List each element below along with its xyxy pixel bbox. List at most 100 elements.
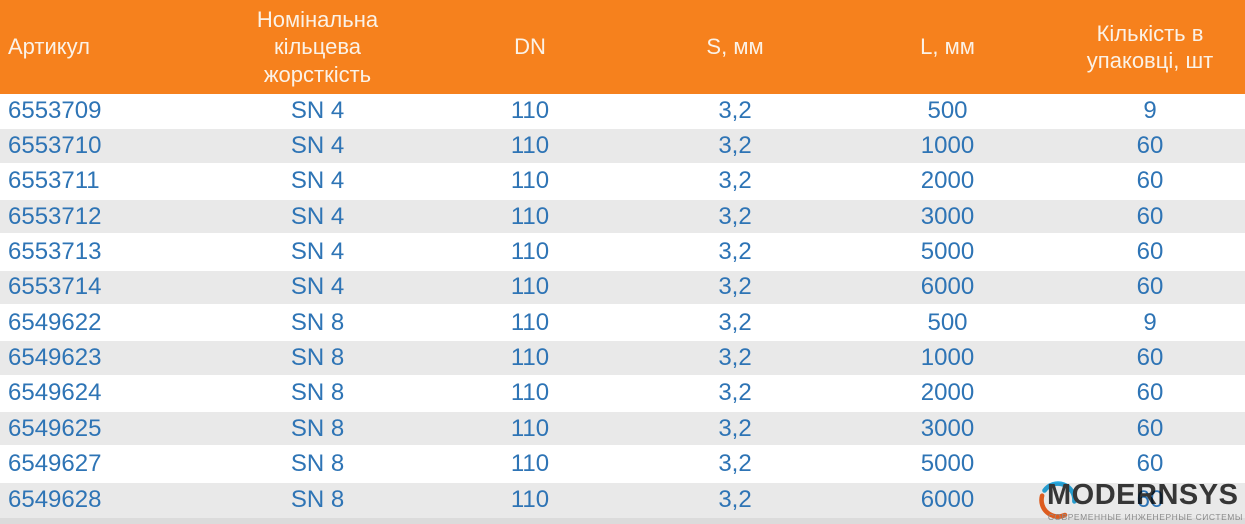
table-cell: 110	[510, 202, 550, 230]
table-cell: SN 4	[290, 167, 345, 195]
table-cell: 110	[510, 131, 550, 159]
table-cell: 3,2	[718, 449, 752, 477]
column-header-s-mm: S, мм	[630, 0, 840, 94]
column-header-label: L, мм	[920, 34, 975, 60]
table-row: 6553710 SN 4 110 3,2 1000 60	[0, 129, 1245, 165]
table-cell: 60	[1136, 273, 1164, 301]
table-row: 6549625 SN 8 110 3,2 3000 60	[0, 411, 1245, 448]
table-cell: 60	[1136, 449, 1164, 477]
table-cell: SN 4	[290, 202, 345, 230]
table-cell: 110	[510, 167, 550, 195]
table-cell: 60	[1136, 237, 1164, 265]
table-cell: 5000	[920, 449, 975, 477]
table-cell: 6549624	[8, 379, 102, 407]
table-cell: 6553711	[8, 167, 100, 195]
column-header-label: DN	[514, 34, 546, 60]
column-header-l-mm: L, мм	[840, 0, 1055, 94]
table-cell: 1000	[920, 131, 975, 159]
table-cell: 6000	[920, 273, 975, 301]
table-cell: 6549628	[8, 486, 102, 514]
table-cell: 500	[927, 96, 968, 124]
table-row: 6549622 SN 8 110 3,2 500 9	[0, 305, 1245, 342]
table-cell: 110	[510, 96, 550, 124]
table-cell: SN 8	[290, 379, 345, 407]
table-cell: 500	[927, 308, 968, 336]
table-cell: 3,2	[718, 343, 752, 371]
table-cell: 6553712	[8, 202, 102, 230]
table-cell: SN 8	[290, 343, 345, 371]
table-cell: SN 8	[290, 486, 345, 514]
table-row: 6549624 SN 8 110 3,2 2000 60	[0, 376, 1245, 412]
table-cell: 60	[1136, 343, 1164, 371]
column-header-label: Номінальна кільцева жорсткість	[256, 6, 379, 87]
table-cell: SN 4	[290, 237, 345, 265]
table-cell: 110	[510, 486, 550, 514]
table-cell: SN 8	[290, 414, 345, 442]
table-header-row: Артикул Номінальна кільцева жорсткість D…	[0, 0, 1245, 94]
table-cell: 110	[510, 414, 550, 442]
table-cell: 6553714	[8, 273, 102, 301]
table-cell: 6553709	[8, 96, 102, 124]
table-cell: 6549625	[8, 414, 102, 442]
table-cell: 3,2	[718, 96, 752, 124]
column-header-dn: DN	[430, 0, 630, 94]
table-cell: 6549622	[8, 308, 102, 336]
table-cell: 6553713	[8, 237, 102, 265]
table-row: 6549628 SN 8 110 3,2 6000 60	[0, 482, 1245, 518]
table-cell: 3,2	[718, 379, 752, 407]
table-cell: 60	[1136, 131, 1164, 159]
table-cell: 110	[510, 379, 550, 407]
column-header-qty-per-pack: Кількість в упаковці, шт	[1055, 0, 1245, 94]
table-cell: 60	[1136, 414, 1164, 442]
table-cell: 9	[1143, 308, 1157, 336]
table-row: 6553711 SN 4 110 3,2 2000 60	[0, 164, 1245, 200]
table-cell: 3000	[920, 414, 975, 442]
table-row: 6549627 SN 8 110 3,2 5000 60	[0, 447, 1245, 483]
table-cell: 1000	[920, 343, 975, 371]
table-cell: SN 8	[290, 449, 345, 477]
table-cell: 3,2	[718, 414, 752, 442]
table-cell: SN 4	[290, 273, 345, 301]
table-cell: SN 8	[290, 308, 345, 336]
bottom-strip	[0, 518, 1245, 524]
column-header-ring-stiffness: Номінальна кільцева жорсткість	[205, 0, 430, 94]
column-header-label: S, мм	[706, 34, 764, 60]
table-cell: 6000	[920, 486, 975, 514]
table-cell: 9	[1143, 96, 1157, 124]
table-cell: 110	[510, 237, 550, 265]
table-cell: 3,2	[718, 273, 752, 301]
table-cell: 60	[1136, 486, 1164, 514]
table-cell: 110	[510, 343, 550, 371]
table-cell: SN 4	[290, 131, 345, 159]
table-cell: 6549623	[8, 343, 102, 371]
table-row: 6553714 SN 4 110 3,2 6000 60	[0, 270, 1245, 306]
table-cell: 6553710	[8, 131, 102, 159]
table-cell: 3,2	[718, 202, 752, 230]
table-cell: 3000	[920, 202, 975, 230]
table-cell: 3,2	[718, 486, 752, 514]
table-cell: 60	[1136, 202, 1164, 230]
table-cell: 60	[1136, 379, 1164, 407]
table-cell: 110	[510, 308, 550, 336]
column-header-label: Кількість в упаковці, шт	[1086, 20, 1214, 74]
table-cell: 2000	[920, 379, 975, 407]
column-header-artikul: Артикул	[0, 0, 205, 94]
table-row: 6553713 SN 4 110 3,2 5000 60	[0, 235, 1245, 271]
table-cell: 2000	[920, 167, 975, 195]
table-cell: 110	[510, 273, 550, 301]
table-cell: 5000	[920, 237, 975, 265]
table-cell: 3,2	[718, 237, 752, 265]
table-row: 6553709 SN 4 110 3,2 500 9	[0, 94, 1245, 130]
column-header-label: Артикул	[8, 34, 91, 60]
table-cell: 60	[1136, 167, 1164, 195]
table-row: 6553712 SN 4 110 3,2 3000 60	[0, 199, 1245, 236]
table-cell: 3,2	[718, 308, 752, 336]
table-cell: 110	[510, 449, 550, 477]
table-row: 6549623 SN 8 110 3,2 1000 60	[0, 341, 1245, 377]
table-body: 6553709 SN 4 110 3,2 500 9 6553710 SN 4 110 3,2 10…	[0, 94, 1245, 518]
table-cell: 3,2	[718, 131, 752, 159]
table-cell: 6549627	[8, 449, 102, 477]
table-cell: SN 4	[290, 96, 345, 124]
table-cell: 3,2	[718, 167, 752, 195]
